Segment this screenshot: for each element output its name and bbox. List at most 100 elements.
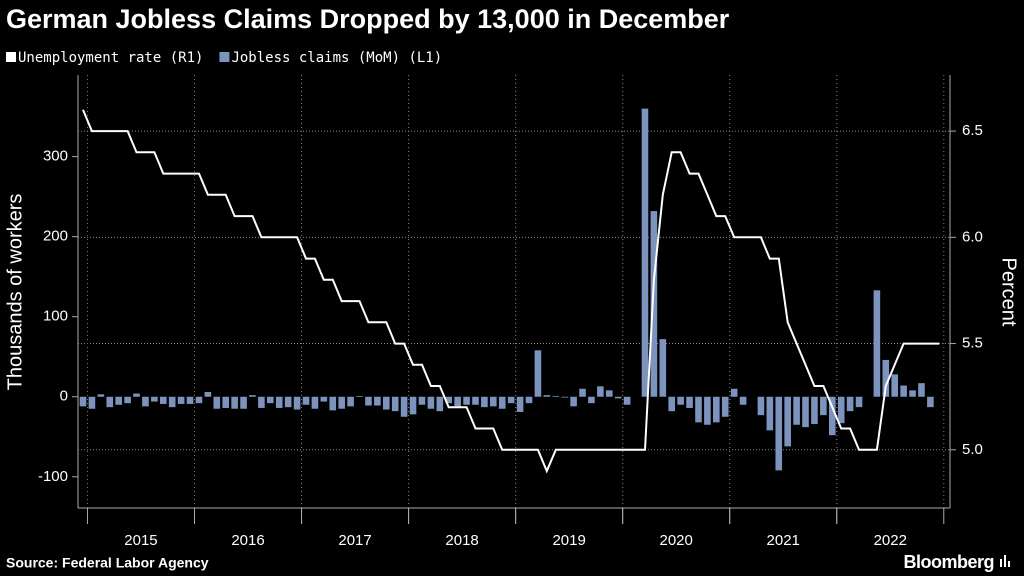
bar	[258, 396, 265, 408]
bar	[186, 396, 194, 404]
bar	[284, 396, 292, 408]
bar	[695, 396, 702, 423]
bar	[445, 396, 453, 404]
y2-tick-label: 5.5	[962, 335, 983, 352]
bar	[356, 395, 363, 397]
bar	[597, 386, 604, 397]
bar	[498, 396, 506, 409]
bar	[400, 396, 408, 417]
bar	[427, 396, 435, 409]
bar	[927, 396, 934, 408]
y-axis-title: Thousands of workers	[4, 194, 26, 391]
bar	[133, 393, 140, 397]
bar	[275, 396, 283, 408]
bar	[802, 396, 809, 428]
bar	[855, 396, 863, 408]
y2-tick-label: 6.5	[962, 122, 983, 139]
bar	[650, 211, 658, 397]
bar	[293, 396, 301, 410]
bar	[614, 396, 622, 399]
x-tick-label: 2017	[338, 532, 371, 549]
bar	[490, 396, 497, 407]
bar	[106, 396, 114, 408]
y-tick-label: 100	[43, 308, 68, 325]
bar	[561, 396, 568, 398]
bar	[882, 359, 890, 397]
bar	[472, 396, 479, 405]
bar	[713, 396, 720, 423]
bar	[249, 395, 256, 397]
y-tick-label: -100	[38, 468, 68, 485]
x-tick-label: 2018	[445, 532, 478, 549]
bar	[222, 396, 230, 408]
bar	[115, 396, 122, 405]
bar	[516, 396, 524, 412]
bar	[909, 390, 916, 397]
bar	[891, 374, 899, 397]
bar	[579, 388, 586, 397]
bar	[543, 395, 551, 397]
bar	[659, 339, 667, 397]
bar	[730, 388, 738, 397]
bar	[213, 396, 221, 409]
bar	[463, 396, 470, 405]
y-tick-label: 300	[43, 148, 68, 165]
bar	[374, 396, 381, 406]
y2-tick-label: 6.0	[962, 228, 983, 245]
legend-label: Jobless claims (MoM) (L1)	[231, 50, 442, 66]
bar	[418, 396, 426, 405]
bar	[142, 396, 149, 407]
bar	[320, 396, 328, 402]
bar	[267, 396, 274, 404]
source: Source: Federal Labor Agency	[6, 555, 209, 571]
legend-swatch	[219, 52, 230, 62]
bar	[231, 396, 238, 409]
bar	[784, 396, 791, 447]
bar	[846, 396, 854, 412]
bar	[704, 396, 711, 425]
bar	[204, 391, 212, 397]
bar	[79, 396, 87, 407]
bar	[677, 396, 684, 405]
bar	[837, 396, 845, 424]
bar	[570, 396, 577, 407]
x-tick-label: 2016	[231, 532, 264, 549]
bar	[721, 396, 729, 417]
bar	[159, 396, 167, 404]
brand-icon	[1000, 555, 1010, 567]
bar	[195, 396, 203, 404]
bar	[409, 396, 417, 415]
brand: Bloomberg	[903, 552, 994, 572]
y2-tick-label: 5.0	[962, 441, 983, 458]
legend-label: Unemployment rate (R1)	[18, 50, 203, 66]
bar	[338, 396, 345, 409]
bar	[454, 396, 461, 407]
bar	[391, 396, 399, 412]
y-tick-label: 200	[43, 228, 68, 245]
bar	[534, 350, 542, 397]
bar	[177, 396, 185, 404]
bar	[686, 396, 693, 408]
x-tick-label: 2019	[552, 532, 585, 549]
bar	[88, 396, 96, 409]
bar	[811, 396, 818, 424]
bar	[365, 396, 372, 406]
chart-title: German Jobless Claims Dropped by 13,000 …	[6, 4, 730, 34]
x-tick-label: 2020	[659, 532, 692, 549]
bar	[668, 396, 676, 412]
bar	[900, 385, 907, 397]
bar	[525, 396, 533, 404]
bar	[347, 396, 354, 407]
bar	[124, 396, 131, 404]
y-tick-label: 0	[60, 388, 68, 405]
bar	[775, 396, 783, 471]
bar	[605, 390, 613, 397]
bar	[739, 396, 747, 405]
legend-swatch	[6, 52, 16, 62]
bar	[793, 396, 800, 425]
bar	[240, 396, 247, 409]
bar	[623, 396, 631, 405]
bar	[766, 396, 774, 431]
bar	[382, 396, 390, 410]
